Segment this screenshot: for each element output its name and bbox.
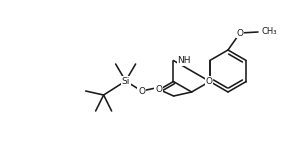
Text: O: O xyxy=(155,86,162,95)
Text: Si: Si xyxy=(122,77,130,86)
Text: O: O xyxy=(205,77,212,86)
Text: CH₃: CH₃ xyxy=(261,28,277,37)
Text: NH: NH xyxy=(178,56,191,65)
Text: O: O xyxy=(138,87,145,96)
Text: O: O xyxy=(237,29,243,38)
